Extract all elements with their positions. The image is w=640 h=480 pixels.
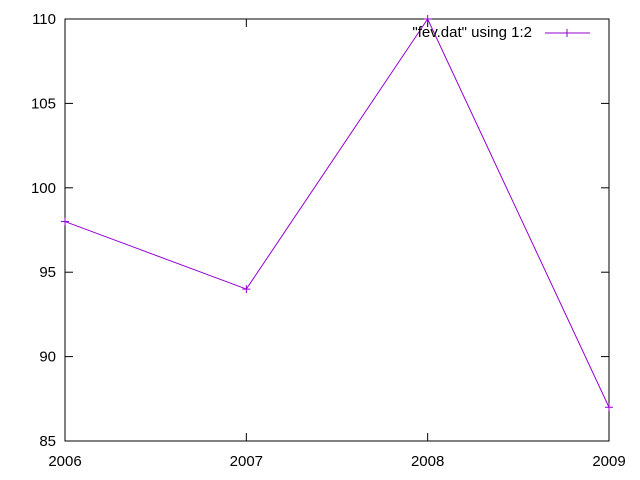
x-tick-label: 2008 (411, 453, 444, 470)
y-tick-label: 90 (39, 349, 56, 366)
x-tick-label: 2009 (592, 453, 625, 470)
x-tick-label: 2006 (48, 453, 81, 470)
y-axis: 85 90 95 100 105 110 (31, 11, 609, 450)
data-point-marker (61, 217, 69, 226)
y-tick-label: 110 (32, 11, 56, 28)
y-tick-label: 100 (31, 180, 56, 197)
y-tick-label: 95 (39, 264, 56, 281)
legend-label: "fev.dat" using 1:2 (412, 24, 532, 41)
legend-marker (563, 29, 571, 37)
legend: "fev.dat" using 1:2 (412, 24, 590, 41)
series-layer (61, 15, 613, 412)
plot-frame (64, 18, 610, 442)
y-tick-label: 105 (31, 95, 56, 112)
data-point-marker (423, 15, 432, 23)
x-tick-label: 2007 (230, 453, 263, 470)
data-point-marker (242, 285, 251, 294)
series-line (64, 17, 610, 408)
data-point-marker (605, 403, 613, 412)
x-axis: 2006 2007 2008 2009 (48, 19, 626, 470)
y-tick-label: 85 (39, 433, 56, 450)
